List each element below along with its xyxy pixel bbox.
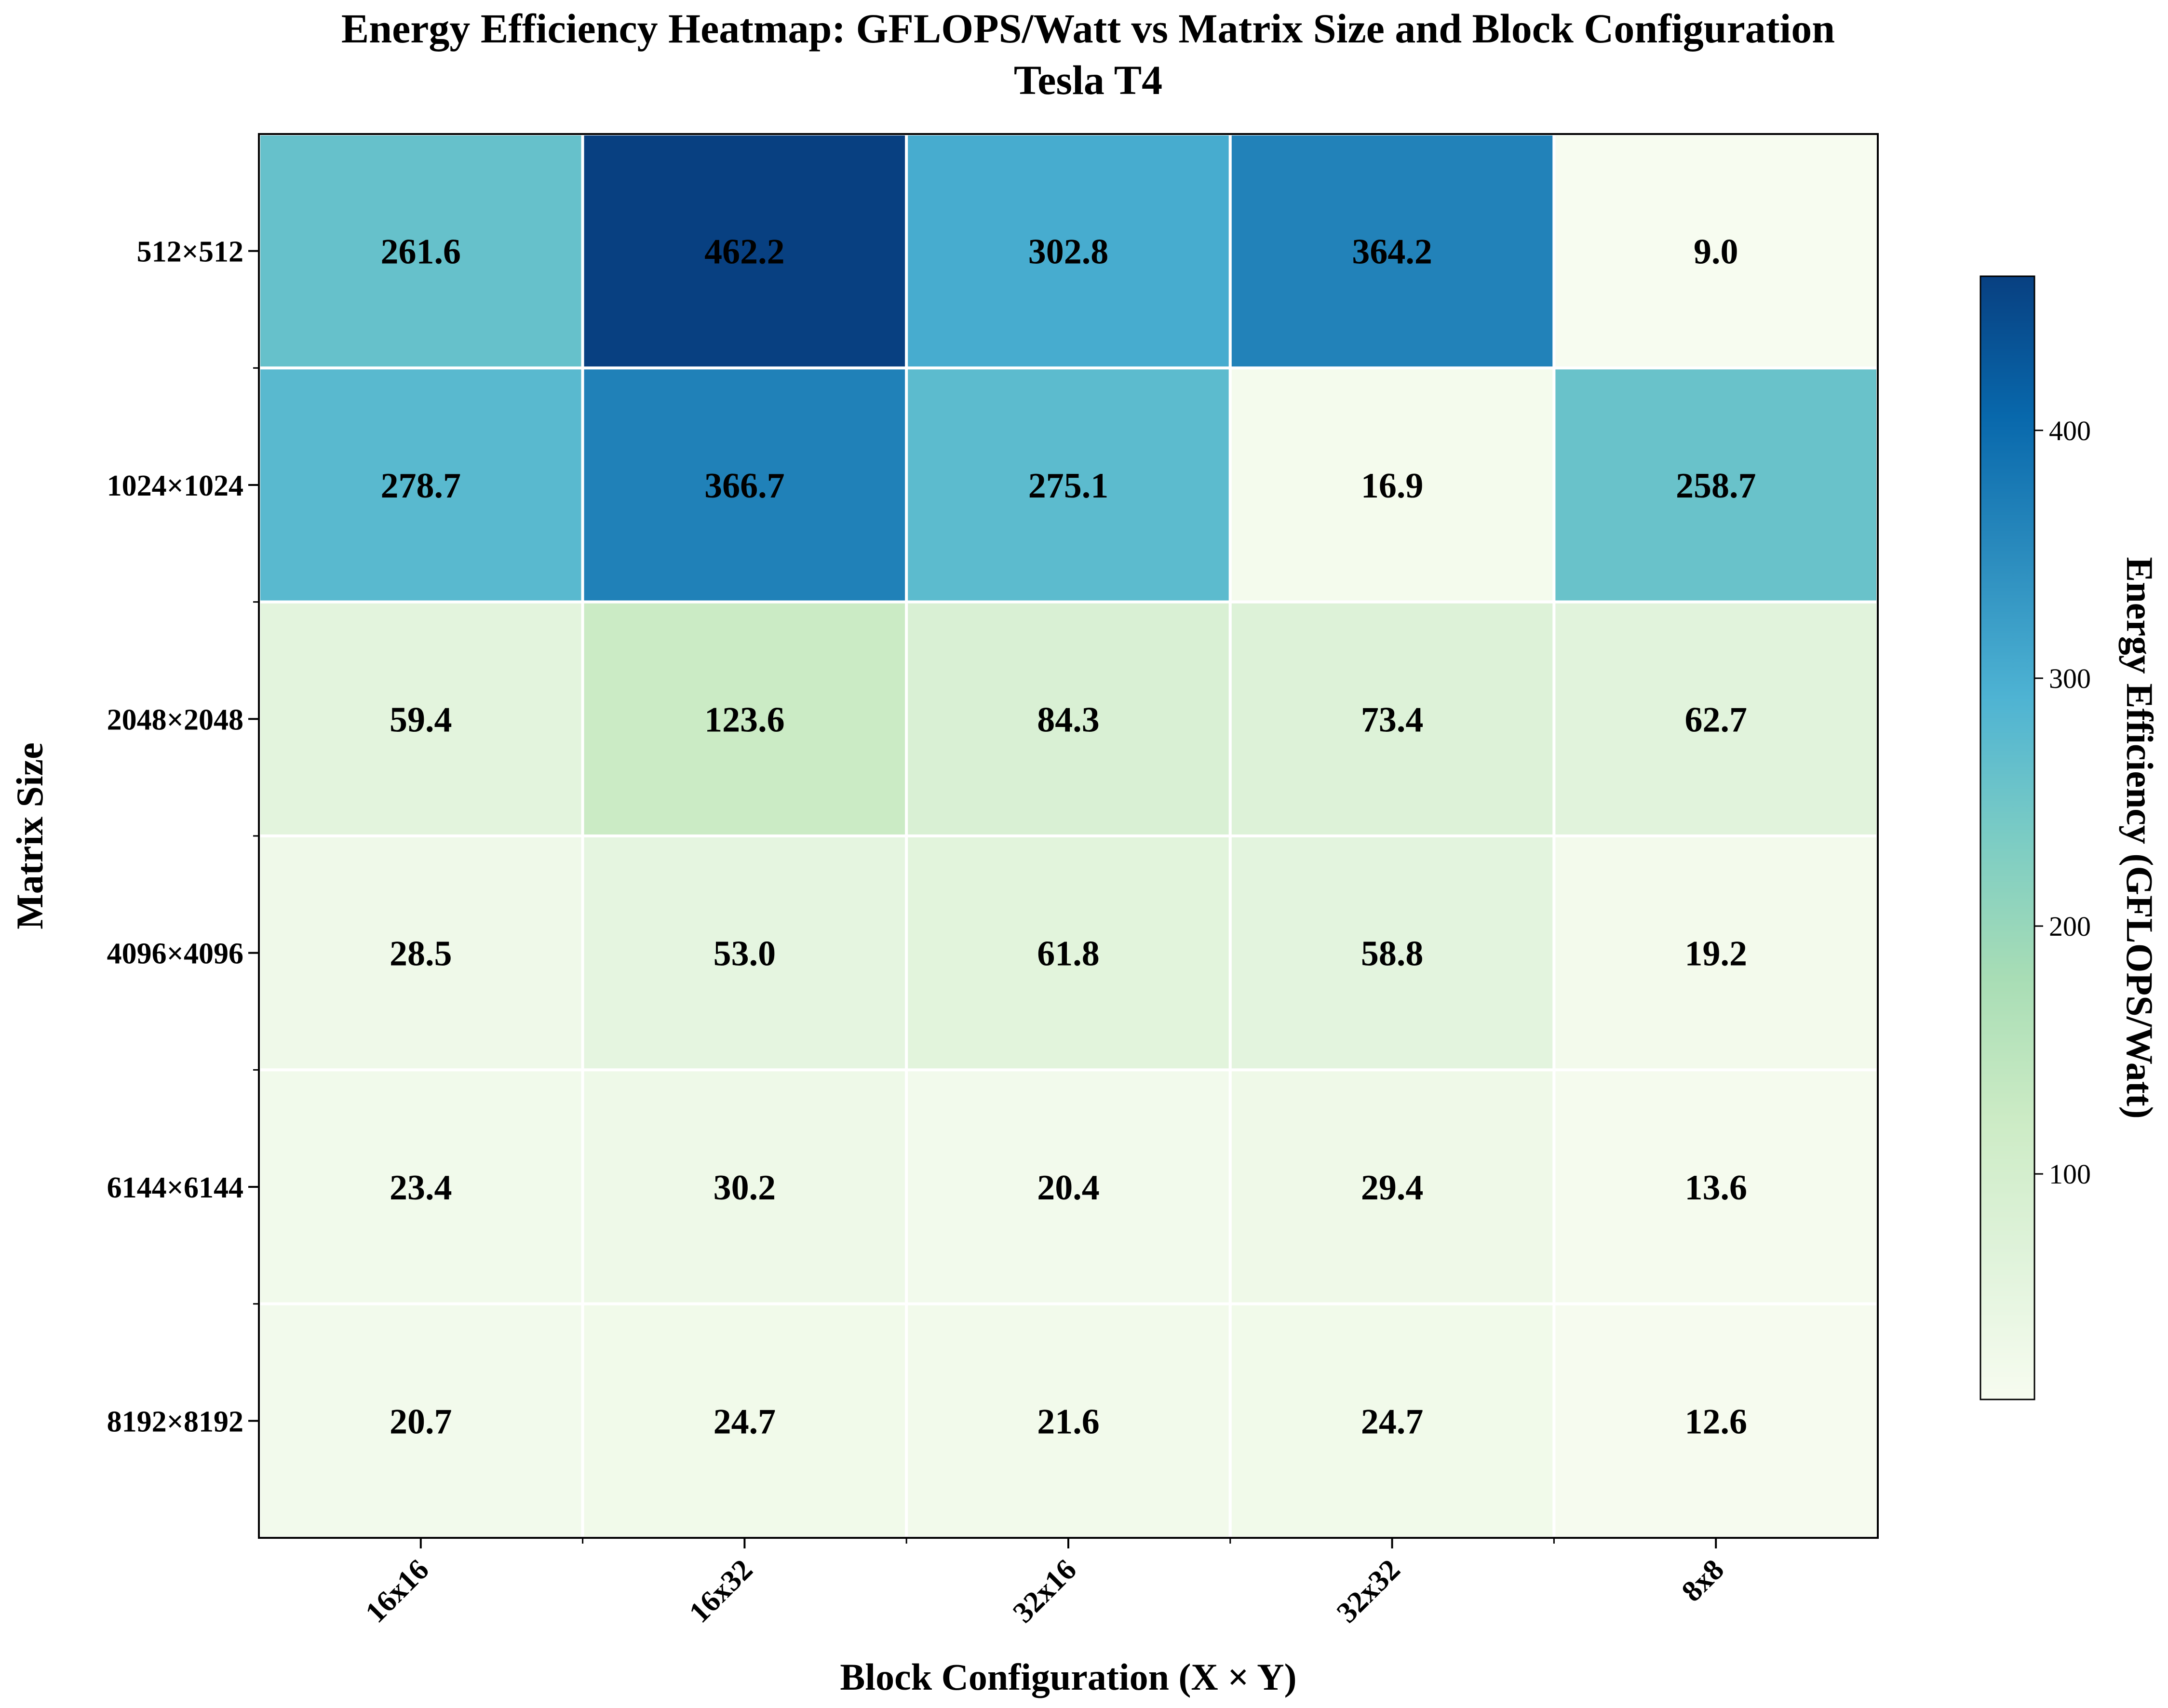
cell-value-label: 58.8 (1361, 934, 1424, 974)
cell-value-label: 28.5 (390, 934, 452, 974)
cell-value-label: 9.0 (1694, 232, 1738, 272)
heatmap-cell (1228, 834, 1556, 1072)
heatmap-cell-labels: 261.6 462.2 302.8 364.2 9.0 278.7 366.7 275.1 16… (381, 232, 1756, 1442)
cell-value-label: 278.7 (381, 466, 461, 506)
colorbar-tick-label: 400 (2049, 415, 2091, 446)
y-tick-label: 1024×1024 (107, 470, 243, 502)
colorbar-tick-label: 300 (2049, 663, 2091, 694)
y-tick-label: 6144×6144 (107, 1171, 243, 1204)
x-axis-ticks: 16x16 16x32 32x16 32x32 8x8 (359, 1538, 1730, 1629)
cell-value-label: 24.7 (714, 1402, 776, 1441)
cell-value-label: 21.6 (1037, 1402, 1100, 1441)
cell-value-label: 61.8 (1037, 934, 1100, 974)
heatmap-cell (905, 1068, 1232, 1305)
x-tick-label: 8x8 (1675, 1553, 1730, 1608)
heatmap-cell (905, 366, 1232, 604)
colorbar-tick-label: 200 (2049, 911, 2091, 942)
heatmap-cell (905, 600, 1232, 837)
cell-value-label: 12.6 (1684, 1402, 1747, 1441)
cell-value-label: 62.7 (1684, 700, 1747, 740)
heatmap-cell (1228, 133, 1556, 370)
heatmap-cell (1552, 133, 1879, 370)
cell-value-label: 20.7 (390, 1402, 452, 1441)
heatmap-cell (1552, 600, 1879, 837)
cell-value-label: 364.2 (1352, 232, 1432, 272)
x-axis-label: Block Configuration (X × Y) (840, 1656, 1296, 1698)
y-tick-label: 8192×8192 (107, 1405, 243, 1438)
heatmap-cell (905, 834, 1232, 1072)
y-axis-label: Matrix Size (9, 742, 51, 929)
cell-value-label: 258.7 (1676, 466, 1756, 506)
heatmap-cell (581, 133, 908, 370)
heatmap-cell (1228, 600, 1556, 837)
cell-value-label: 30.2 (714, 1168, 776, 1208)
heatmap-cell (905, 1302, 1232, 1540)
cell-value-label: 23.4 (390, 1168, 452, 1208)
cell-value-label: 84.3 (1037, 700, 1100, 740)
chart-subtitle: Tesla T4 (1014, 57, 1162, 103)
heatmap-cell (257, 133, 584, 370)
cell-value-label: 20.4 (1037, 1168, 1100, 1208)
cell-value-label: 73.4 (1361, 700, 1424, 740)
heatmap-cell (257, 366, 584, 604)
cell-value-label: 123.6 (704, 700, 785, 740)
x-tick-label: 16x16 (359, 1553, 435, 1629)
x-tick-label: 32x32 (1331, 1553, 1407, 1629)
heatmap-cell (581, 834, 908, 1072)
cell-value-label: 59.4 (390, 700, 452, 740)
heatmap-cells (257, 133, 1879, 1540)
heatmap-cell (1228, 1302, 1556, 1540)
heatmap-cell (1552, 366, 1879, 604)
heatmap-cell (581, 600, 908, 837)
colorbar-label: Energy Efficiency (GFLOPS/Watt) (2119, 557, 2161, 1119)
y-tick-label: 512×512 (137, 236, 243, 269)
colorbar (1979, 275, 2035, 1400)
cell-value-label: 275.1 (1028, 466, 1109, 506)
heatmap-cell (257, 1068, 584, 1305)
chart-title: Energy Efficiency Heatmap: GFLOPS/Watt v… (341, 5, 1835, 52)
heatmap-cell (581, 1302, 908, 1540)
cell-value-label: 13.6 (1684, 1168, 1747, 1208)
heatmap-cell (581, 1068, 908, 1305)
x-tick-label: 32x16 (1007, 1553, 1083, 1629)
cell-value-label: 24.7 (1361, 1402, 1424, 1441)
cell-value-label: 261.6 (381, 232, 461, 272)
y-axis-ticks: 512×512 1024×1024 2048×2048 4096×4096 6144×6… (107, 236, 259, 1438)
cell-value-label: 462.2 (704, 232, 785, 272)
cell-value-label: 53.0 (714, 934, 776, 974)
heatmap-cell (1552, 1068, 1879, 1305)
cell-value-label: 19.2 (1684, 934, 1747, 974)
heatmap-cell (1552, 834, 1879, 1072)
colorbar-tick-label: 100 (2049, 1158, 2091, 1190)
cell-value-label: 16.9 (1361, 466, 1424, 506)
cell-value-label: 302.8 (1028, 232, 1109, 272)
colorbar-ticks: 100 200 300 400 (2034, 415, 2091, 1190)
cell-value-label: 366.7 (704, 466, 785, 506)
cell-value-label: 29.4 (1361, 1168, 1424, 1208)
y-tick-label: 2048×2048 (107, 703, 243, 736)
x-tick-label: 16x32 (683, 1553, 759, 1629)
y-tick-label: 4096×4096 (107, 938, 243, 970)
